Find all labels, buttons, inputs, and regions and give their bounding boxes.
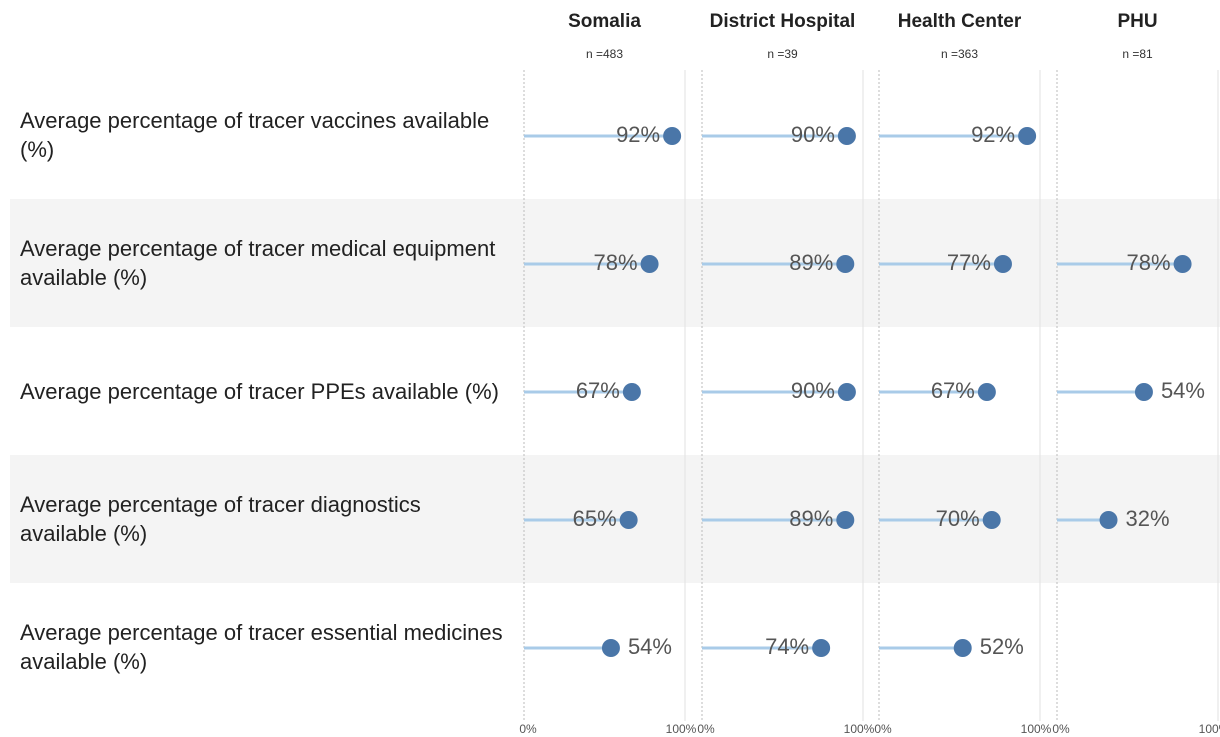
value-label: 67% [576,378,620,403]
dot [977,383,996,401]
value-label: 77% [947,250,991,275]
value-label: 89% [789,250,833,275]
x-tick-label: 100% [844,722,875,736]
dot [953,639,972,657]
value-label: 78% [1127,250,1171,275]
row-label: Average percentage of tracer medical equ… [20,236,496,290]
row-label: Average percentage of tracer PPEs availa… [20,378,499,404]
value-label: 78% [594,250,638,275]
panel-title: District Hospital [710,11,856,32]
x-tick-label: 0% [697,722,715,736]
dot [601,639,620,657]
x-tick-label: 0% [1052,722,1070,736]
value-label: 90% [791,378,835,403]
dot [1018,127,1037,145]
x-tick-label: 100% [1021,722,1052,736]
panel-title: Somalia [568,11,641,32]
dot [1099,511,1118,529]
panel-subtitle: n =39 [767,47,798,61]
value-label: 92% [616,122,660,147]
row-label: Average percentage of tracer diagnostics… [20,492,421,546]
value-label: 89% [789,506,833,531]
panel-subtitle: n =363 [941,47,978,61]
dot [619,511,638,529]
panel-title: Health Center [898,11,1022,32]
value-label: 70% [936,506,980,531]
panel-subtitle: n =483 [586,47,623,61]
x-tick-label: 100% [666,722,697,736]
dot [982,511,1001,529]
value-label: 67% [931,378,975,403]
dot [1134,383,1153,401]
dot [1173,255,1192,273]
dot [663,127,682,145]
value-label: 74% [765,634,809,659]
value-label: 65% [573,506,617,531]
dot [837,383,856,401]
dot [622,383,641,401]
value-label: 54% [1161,378,1205,403]
dot [993,255,1012,273]
value-label: 92% [971,122,1015,147]
dot [836,511,855,529]
dot [640,255,659,273]
panel-title: PHU [1117,11,1157,32]
value-label: 52% [980,634,1024,659]
row-label: Average percentage of tracer essential m… [20,620,503,674]
value-label: 32% [1126,506,1170,531]
dot [836,255,855,273]
panel-subtitle: n =81 [1122,47,1153,61]
value-label: 54% [628,634,672,659]
x-tick-label: 0% [874,722,892,736]
dot [812,639,831,657]
value-label: 90% [791,122,835,147]
x-tick-label: 100% [1199,722,1220,736]
x-tick-label: 0% [519,722,537,736]
row-label: Average percentage of tracer vaccines av… [20,108,490,162]
dot [837,127,856,145]
